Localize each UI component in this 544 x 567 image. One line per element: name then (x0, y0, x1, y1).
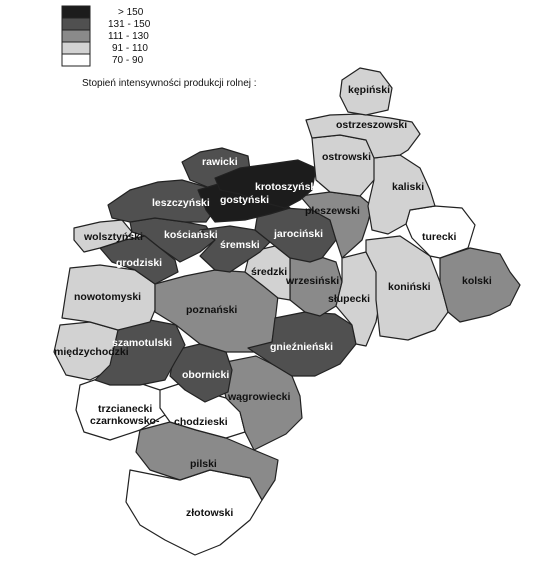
label-gostynski: gostyński (220, 194, 269, 206)
label-obornicki: obornicki (182, 369, 229, 381)
label-grodziski: grodziski (116, 257, 162, 269)
label-miedzychodzki: międzychodzki (54, 346, 129, 358)
legend-title: Stopień intensywności produkcji rolnej : (82, 78, 257, 89)
legend-label-2: 111 - 130 (108, 31, 149, 42)
legend-swatch-0 (61, 5, 91, 19)
legend-swatch-3 (61, 41, 91, 55)
label-sremski: śremski (220, 239, 260, 251)
region-krotoszynski (214, 159, 317, 209)
label-ostrowski: ostrowski (322, 151, 371, 163)
label-pilski: pilski (190, 458, 217, 470)
region-sremski (199, 225, 271, 273)
legend-swatch-2 (61, 29, 91, 43)
label-chodzieski: chodzieski (174, 416, 228, 428)
label-poznanski: poznański (186, 304, 237, 316)
label-nowotomyski: nowotomyski (74, 291, 141, 303)
region-wolsztynski (73, 219, 133, 253)
legend-label-4: 70 - 90 (112, 55, 144, 66)
label-trzcianecki: trzcianecki (98, 403, 152, 415)
label-zlotowski: złotowski (186, 507, 233, 519)
label-wolsztynski: wolsztyński (83, 231, 143, 243)
label-czarnkowsko: czarnkowsko- (90, 415, 160, 427)
label-kepinski: kępiński (348, 84, 390, 96)
legend-swatch-4 (61, 53, 91, 67)
region-grodziski (99, 235, 179, 285)
region-labels: kępiński ostrzeszowski ostrowski kaliski… (54, 84, 492, 519)
region-koninski (365, 235, 449, 341)
region-jarocinski (254, 207, 337, 263)
label-krotoszynski: krotoszyński (255, 181, 319, 193)
region-ostrowski (311, 134, 377, 197)
legend-label-3: 91 - 110 (112, 43, 148, 54)
label-kaliski: kaliski (392, 181, 424, 193)
label-ostrzeszowski: ostrzeszowski (336, 119, 407, 131)
region-nowotomyski (61, 264, 156, 331)
label-szamotulski: szamotulski (112, 337, 172, 349)
label-slupecki: słupecki (328, 293, 370, 305)
region-kolski (439, 247, 521, 323)
label-kolski: kolski (462, 275, 492, 287)
label-pleszewski: pleszewski (305, 205, 360, 217)
label-wrzesinski: wrzesiński (285, 275, 339, 287)
legend-label-0: > 150 (118, 7, 144, 18)
label-jarocinski: jarociński (273, 228, 323, 240)
label-koninski: koniński (388, 281, 431, 293)
legend-swatch-1 (61, 17, 91, 31)
region-gnieznienski (247, 311, 357, 377)
region-szamotulski (94, 319, 186, 386)
label-rawicki: rawicki (202, 156, 238, 168)
region-turecki (405, 205, 476, 259)
region-kepinski (339, 67, 393, 116)
legend: > 150 131 - 150 111 - 130 91 - 110 70 - … (61, 5, 257, 89)
regions (53, 67, 521, 556)
label-sredzki: średzki (251, 266, 287, 278)
label-leszczynski: leszczyński (152, 197, 210, 209)
label-koscianski: kościański (164, 229, 218, 241)
label-turecki: turecki (422, 231, 457, 243)
region-kaliski (367, 154, 436, 235)
label-wagrowiecki: wągrowiecki (227, 391, 291, 403)
label-gnieznienski: gnieźnieński (270, 341, 333, 353)
legend-label-1: 131 - 150 (108, 19, 151, 30)
